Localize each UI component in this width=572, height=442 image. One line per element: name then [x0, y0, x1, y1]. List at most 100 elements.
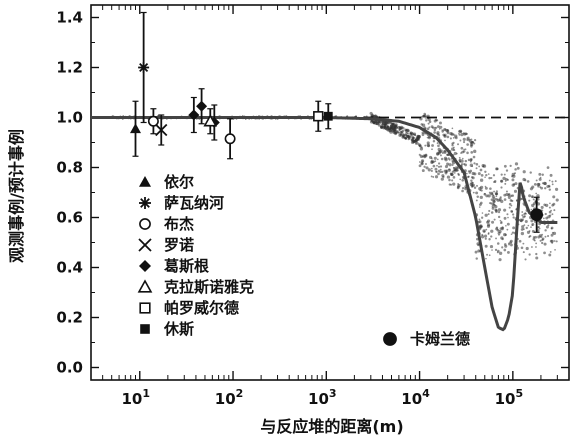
band-speckle	[498, 197, 502, 201]
band-speckle	[460, 132, 464, 137]
band-speckle	[447, 157, 450, 160]
band-speckle	[514, 162, 519, 166]
band-speckle	[490, 229, 494, 233]
marker-circle-open	[224, 133, 236, 145]
band-speckle	[468, 139, 472, 143]
band-speckle	[510, 233, 513, 235]
band-speckle	[497, 208, 502, 212]
prediction-band	[111, 111, 559, 262]
marker-diamond-filled	[196, 100, 208, 112]
band-speckle	[466, 143, 469, 146]
band-speckle	[546, 166, 550, 170]
band-speckle	[405, 134, 408, 137]
band-speckle	[495, 237, 497, 240]
band-speckle	[484, 244, 488, 248]
band-speckle	[544, 212, 547, 216]
band-speckle	[416, 134, 420, 139]
band-speckle	[387, 121, 391, 125]
marker-asterisk	[139, 62, 149, 73]
band-speckle	[407, 129, 410, 133]
band-speckle	[464, 159, 468, 163]
legend-label: 卡姆兰德	[410, 330, 470, 348]
band-speckle	[487, 194, 491, 198]
band-speckle	[545, 225, 549, 229]
band-speckle	[411, 136, 415, 139]
band-speckle	[497, 211, 501, 214]
band-speckle	[436, 131, 440, 135]
legend-item: 萨瓦纳河	[139, 194, 224, 212]
band-speckle	[497, 215, 501, 219]
band-speckle	[470, 151, 474, 154]
marker-triangle-open	[203, 114, 218, 127]
band-speckle	[535, 192, 538, 195]
band-speckle	[405, 130, 408, 133]
data-point	[203, 108, 218, 135]
band-speckle	[492, 197, 496, 201]
band-speckle	[477, 172, 481, 176]
data-point	[147, 108, 159, 135]
band-speckle	[461, 187, 465, 190]
band-speckle	[531, 203, 535, 208]
band-speckle	[441, 152, 444, 154]
band-speckle	[537, 229, 540, 232]
band-speckle	[529, 171, 532, 174]
band-speckle	[533, 183, 537, 186]
band-speckle	[461, 189, 464, 193]
x-tick-base: 10	[401, 390, 422, 408]
band-speckle	[380, 126, 383, 129]
band-speckle	[451, 144, 454, 147]
band-speckle	[459, 178, 462, 181]
band-speckle	[475, 199, 478, 202]
band-speckle	[393, 130, 396, 133]
band-speckle	[502, 176, 506, 181]
band-speckle	[495, 210, 498, 213]
band-speckle	[548, 210, 552, 214]
band-speckle	[450, 172, 454, 177]
marker-diamond-filled	[188, 109, 200, 121]
band-speckle	[462, 132, 465, 135]
band-speckle	[544, 229, 547, 232]
band-speckle	[488, 254, 491, 257]
band-speckle	[427, 144, 430, 148]
band-speckle	[495, 192, 499, 196]
band-speckle	[409, 132, 412, 135]
band-speckle	[498, 258, 502, 262]
legend-label: 布杰	[164, 215, 194, 233]
legend-marker-asterisk	[140, 198, 150, 208]
band-speckle	[541, 241, 544, 245]
band-speckle	[506, 228, 509, 231]
band-speckle	[436, 164, 438, 167]
band-speckle	[539, 239, 542, 242]
band-speckle	[437, 133, 441, 137]
band-speckle	[498, 234, 500, 236]
band-speckle	[444, 128, 447, 131]
band-speckle	[543, 251, 546, 255]
band-speckle	[472, 155, 476, 159]
band-speckle	[444, 164, 449, 169]
band-speckle	[461, 178, 465, 182]
band-speckle	[499, 219, 502, 222]
band-speckle	[434, 160, 437, 163]
band-speckle	[489, 187, 492, 190]
band-speckle	[553, 209, 556, 212]
x-tick-label: 101	[122, 387, 151, 408]
band-speckle	[402, 133, 405, 136]
legend-marker-diamond-filled	[139, 260, 151, 272]
band-speckle	[462, 137, 466, 141]
band-speckle	[548, 206, 551, 209]
band-speckle	[528, 253, 531, 256]
band-speckle	[490, 198, 494, 202]
band-speckle	[484, 213, 488, 217]
band-speckle	[507, 196, 511, 200]
band-speckle	[446, 162, 450, 166]
band-speckle	[432, 176, 435, 178]
band-speckle	[500, 221, 503, 223]
band-speckle	[550, 226, 554, 230]
band-speckle	[544, 203, 549, 208]
band-speckle	[475, 167, 478, 170]
band-speckle	[452, 141, 455, 144]
band-speckle	[454, 136, 458, 140]
band-speckle	[511, 183, 515, 187]
band-speckle	[475, 257, 478, 260]
